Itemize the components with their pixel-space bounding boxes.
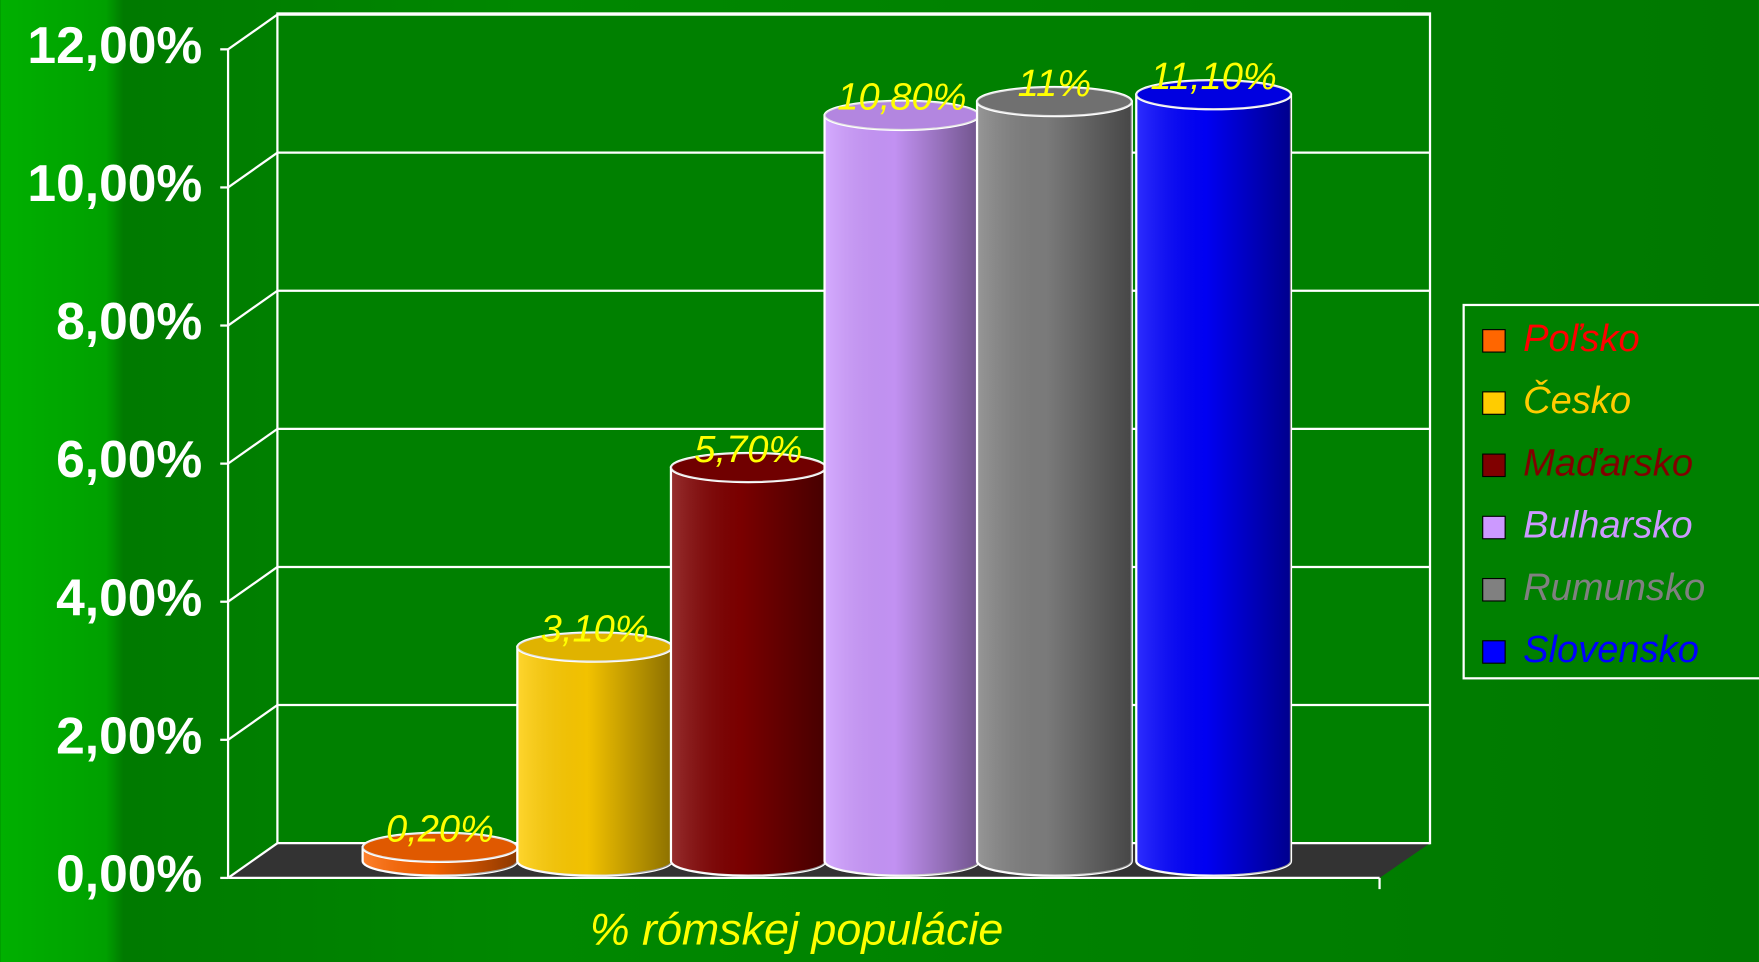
value-label: 11,10% <box>1150 55 1276 98</box>
legend-label: Bulharsko <box>1523 504 1692 547</box>
bar-top-shade <box>1136 80 1291 110</box>
legend-swatch <box>1482 640 1506 664</box>
legend-label: Rumunsko <box>1523 566 1705 609</box>
bar-top <box>1135 78 1293 111</box>
grid-line-side <box>227 13 279 51</box>
y-tick-label: 12,00% <box>27 16 202 74</box>
legend-swatch <box>1482 577 1506 602</box>
bar-top-shade <box>977 86 1132 117</box>
grid-line-side <box>227 566 279 603</box>
bar-shade <box>517 647 673 876</box>
bar-shade <box>1136 94 1291 876</box>
legend-swatch <box>1482 391 1506 415</box>
grid-line-side <box>227 151 279 189</box>
grid-line-side <box>227 704 279 741</box>
bar-top-shade <box>362 832 518 862</box>
grid-line-side <box>227 842 279 879</box>
bar-top <box>975 85 1133 118</box>
bar-top-shade <box>670 452 826 483</box>
y-tick-label: 8,00% <box>56 292 202 350</box>
bar-shade <box>824 115 980 876</box>
value-label: 0,20% <box>386 808 494 851</box>
value-label: 11% <box>1018 62 1091 105</box>
legend-swatch <box>1482 329 1506 353</box>
value-label: 5,70% <box>694 428 802 471</box>
legend-label: Slovensko <box>1523 628 1699 671</box>
bar-shade <box>977 101 1132 876</box>
y-tick-label: 0,00% <box>56 845 202 903</box>
y-tick-label: 4,00% <box>56 568 202 626</box>
legend-label: Poľsko <box>1523 317 1640 360</box>
grid-line-side <box>227 289 279 327</box>
legend-label: Maďarsko <box>1523 441 1693 484</box>
legend-label: Česko <box>1523 378 1631 422</box>
legend-swatch <box>1482 453 1506 478</box>
y-tick-label: 2,00% <box>56 706 202 764</box>
value-label: 3,10% <box>541 607 649 650</box>
grid-line-side <box>227 427 279 465</box>
bar-top-shade <box>517 632 673 662</box>
x-category-label: % rómskej populácie <box>590 904 1004 955</box>
bar-shade <box>670 467 826 876</box>
legend-swatch <box>1482 515 1506 540</box>
legend-box <box>1462 303 1759 680</box>
y-tick-label: 10,00% <box>27 154 202 212</box>
y-tick-label: 6,00% <box>56 430 202 488</box>
bar-top-shade <box>824 100 980 130</box>
value-label: 10,80% <box>837 76 966 119</box>
